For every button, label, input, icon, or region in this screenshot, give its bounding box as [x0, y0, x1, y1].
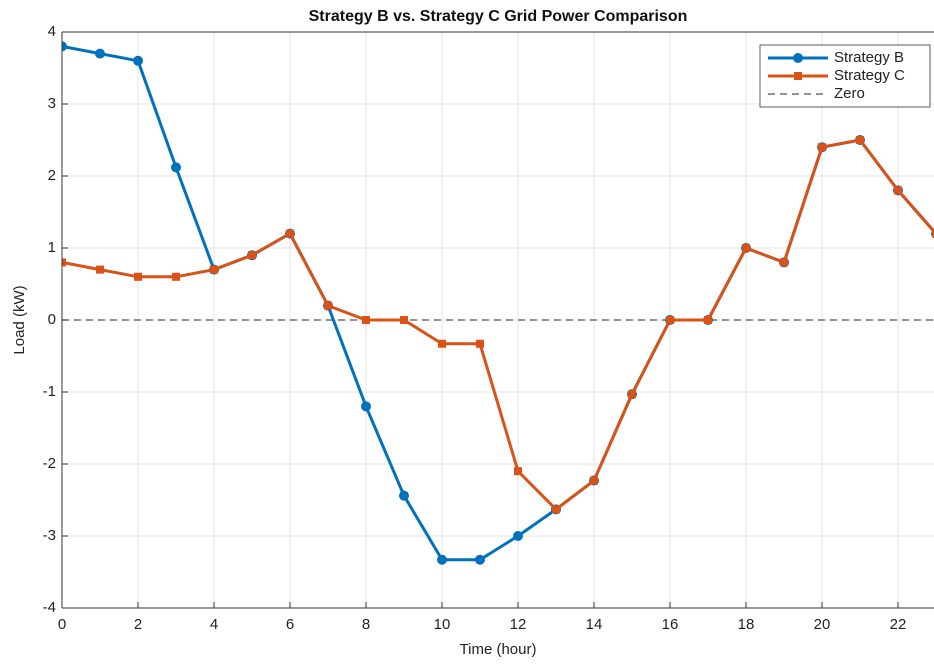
x-tick-label: 2: [134, 616, 142, 633]
marker: [514, 467, 522, 476]
marker: [95, 48, 105, 59]
plot-area: [62, 32, 934, 608]
marker: [894, 186, 902, 195]
y-tick-label: 2: [48, 167, 56, 184]
legend-label: Strategy C: [834, 67, 905, 84]
x-tick-label: 4: [210, 616, 218, 633]
marker: [399, 490, 409, 501]
marker: [248, 251, 256, 260]
marker: [932, 229, 934, 238]
marker: [818, 143, 826, 152]
marker: [475, 554, 485, 565]
marker: [171, 162, 181, 173]
marker: [134, 272, 142, 281]
marker: [513, 531, 523, 541]
marker: [552, 505, 560, 514]
x-tick-label: 14: [586, 616, 603, 633]
y-tick-label: 1: [48, 239, 56, 256]
x-tick-label: 16: [662, 616, 679, 633]
marker: [361, 401, 371, 412]
x-tick-label: 0: [58, 616, 66, 633]
y-tick-label: 0: [48, 311, 56, 328]
marker: [133, 55, 143, 66]
marker: [62, 41, 67, 52]
marker: [324, 301, 332, 310]
marker: [172, 272, 180, 281]
marker: [742, 244, 750, 252]
marker: [704, 316, 712, 324]
legend-marker: [794, 72, 802, 80]
marker: [438, 339, 446, 348]
marker: [96, 265, 104, 274]
y-tick-label: 4: [48, 23, 56, 40]
marker: [400, 316, 408, 324]
series-line: [62, 138, 934, 511]
marker: [628, 390, 636, 399]
marker: [362, 316, 370, 324]
y-tick-label: 3: [48, 95, 56, 112]
x-tick-label: 10: [434, 616, 451, 633]
y-tick-label: -2: [43, 455, 56, 472]
x-tick-label: 12: [510, 616, 527, 633]
marker: [437, 554, 447, 565]
x-tick-label: 22: [890, 616, 907, 633]
y-tick-label: -3: [43, 527, 56, 544]
x-tick-label: 6: [286, 616, 294, 633]
marker: [666, 316, 674, 324]
y-tick-label: -1: [43, 383, 56, 400]
y-tick-label: -4: [43, 599, 56, 616]
y-axis-label: Load (kW): [11, 285, 28, 354]
marker: [210, 265, 218, 274]
x-tick-label: 18: [738, 616, 755, 633]
series-line: [62, 44, 934, 562]
legend-label: Strategy B: [834, 49, 904, 66]
x-tick-label: 8: [362, 616, 370, 633]
legend-label: Zero: [834, 85, 865, 102]
marker: [286, 229, 294, 238]
x-axis-label: Time (hour): [460, 641, 537, 658]
marker: [62, 258, 66, 267]
chart-title: Strategy B vs. Strategy C Grid Power Com…: [309, 8, 688, 25]
legend-marker: [793, 53, 803, 63]
marker: [856, 136, 864, 144]
x-tick-label: 20: [814, 616, 831, 633]
marker: [590, 476, 598, 485]
marker: [476, 339, 484, 348]
marker: [780, 258, 788, 267]
